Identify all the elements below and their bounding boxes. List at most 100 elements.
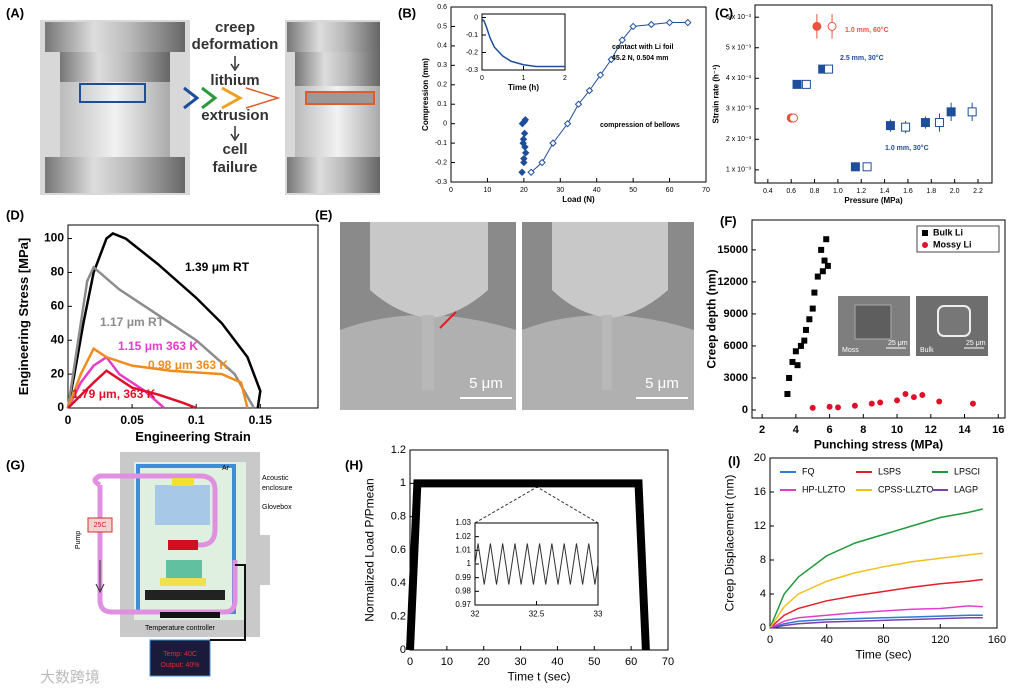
plot-frame (754, 4, 993, 184)
y-tick-label: 100 (44, 231, 64, 245)
y-axis-label: Creep depth (nm) (705, 269, 719, 368)
y-tick-label: 9000 (724, 308, 748, 320)
scale-bar-label: 5 μm (645, 375, 679, 392)
label: enclosure (262, 485, 292, 492)
y-tick-label: 0 (474, 14, 478, 21)
scale-bar-label: 25 μm (966, 340, 986, 347)
label: 25C (94, 522, 107, 529)
point (520, 118, 528, 126)
point (809, 305, 816, 312)
x-tick-label: 1.8 (926, 188, 936, 195)
series-label: 0.98 μm 363 K (148, 358, 228, 372)
x-tick-label: 1.0 (833, 188, 843, 195)
y-tick-label: 3 x 10⁻³ (726, 106, 752, 113)
x-tick-label: 10 (484, 187, 492, 194)
point (967, 107, 977, 117)
y-tick-label: -0.1 (435, 140, 447, 147)
point (823, 236, 830, 243)
point (946, 107, 956, 117)
y-tick-label: 8 (760, 554, 766, 566)
y-tick-label: 0.98 (455, 586, 471, 595)
y-tick-label: 60 (51, 299, 65, 313)
y-axis-label: Engineering Stress [MPa] (16, 238, 31, 395)
y-tick-label: 0 (760, 622, 766, 634)
panel-label: (C) (715, 5, 733, 20)
label: Temperature controller (145, 625, 216, 632)
panel-f-inset: Moss 25 μm Bulk 25 μm (838, 296, 988, 356)
point (824, 262, 831, 269)
point (801, 79, 811, 89)
series-line (406, 479, 650, 651)
panel-label: (H) (345, 457, 363, 472)
x-tick-label: 0.1 (188, 413, 205, 427)
legend-label: CPSS-LLZTO (878, 484, 933, 494)
y-tick-label: 1.03 (455, 518, 471, 527)
series-line (66, 265, 255, 409)
x-tick-label: 0.6 (786, 188, 796, 195)
point (814, 273, 821, 280)
series-line (481, 18, 565, 68)
panel-a-image: creep deformation lithium extrusion cell… (40, 19, 380, 195)
x-tick-label: 1.6 (903, 188, 913, 195)
point (520, 129, 529, 138)
point (902, 390, 909, 397)
x-tick-label: 1.4 (880, 188, 890, 195)
point (936, 398, 943, 405)
y-tick-label: 0.1 (437, 101, 447, 108)
point (786, 374, 793, 381)
y-tick-label: 20 (51, 366, 65, 380)
x-tick-label: 1.2 (856, 188, 866, 195)
y-tick-label: 15000 (717, 244, 748, 256)
series-line (769, 552, 983, 629)
annotation: deformation (192, 36, 279, 53)
point (792, 79, 802, 89)
y-tick-label: -0.2 (466, 49, 478, 56)
x-tick-label: 0.4 (763, 188, 773, 195)
y-tick-label: 16 (754, 486, 766, 498)
x-tick-label: 10 (441, 656, 453, 668)
point (520, 158, 528, 167)
scale-bar-label: 25 μm (888, 340, 908, 347)
x-tick-label: 80 (877, 634, 889, 646)
x-tick-label: 0 (767, 634, 773, 646)
point (520, 154, 528, 163)
x-axis-label: Time t (sec) (508, 669, 571, 683)
x-tick-label: 2.0 (950, 188, 960, 195)
series-line (66, 346, 249, 409)
series-label: 1.0 mm, 60°C (845, 26, 889, 34)
series-line (66, 232, 262, 409)
annotation: extrusion (201, 107, 269, 124)
point (910, 394, 917, 401)
x-tick-label: 16 (992, 424, 1004, 436)
zoom-guide (474, 486, 599, 524)
point (818, 246, 825, 253)
y-tick-label: 4 (760, 588, 766, 600)
x-tick-label: 33 (594, 609, 603, 618)
y-axis-label: Normalized Load P/Pmean (363, 478, 377, 621)
panel-label: (G) (6, 457, 25, 472)
y-tick-label: 0.4 (391, 577, 406, 589)
y-tick-label: 0 (400, 644, 406, 656)
y-tick-label: -0.2 (435, 159, 447, 166)
y-tick-label: -0.1 (466, 32, 478, 39)
point (806, 316, 813, 323)
point (827, 21, 837, 31)
x-tick-label: 30 (514, 656, 526, 668)
x-tick-label: 0 (449, 187, 453, 194)
x-tick-label: 32 (471, 609, 480, 618)
x-tick-label: 60 (666, 187, 674, 194)
point (618, 36, 626, 44)
x-tick-label: 0 (407, 656, 413, 668)
point (868, 400, 875, 407)
y-tick-label: 6000 (724, 340, 748, 352)
point (521, 149, 530, 157)
panel-label: (F) (720, 213, 737, 228)
plot-frame (751, 219, 1006, 419)
legend-frame (916, 225, 1000, 253)
point (922, 242, 928, 248)
point (862, 162, 872, 172)
point (811, 289, 818, 296)
annotation: failure (212, 159, 257, 176)
y-tick-label: 1.2 (391, 444, 406, 456)
